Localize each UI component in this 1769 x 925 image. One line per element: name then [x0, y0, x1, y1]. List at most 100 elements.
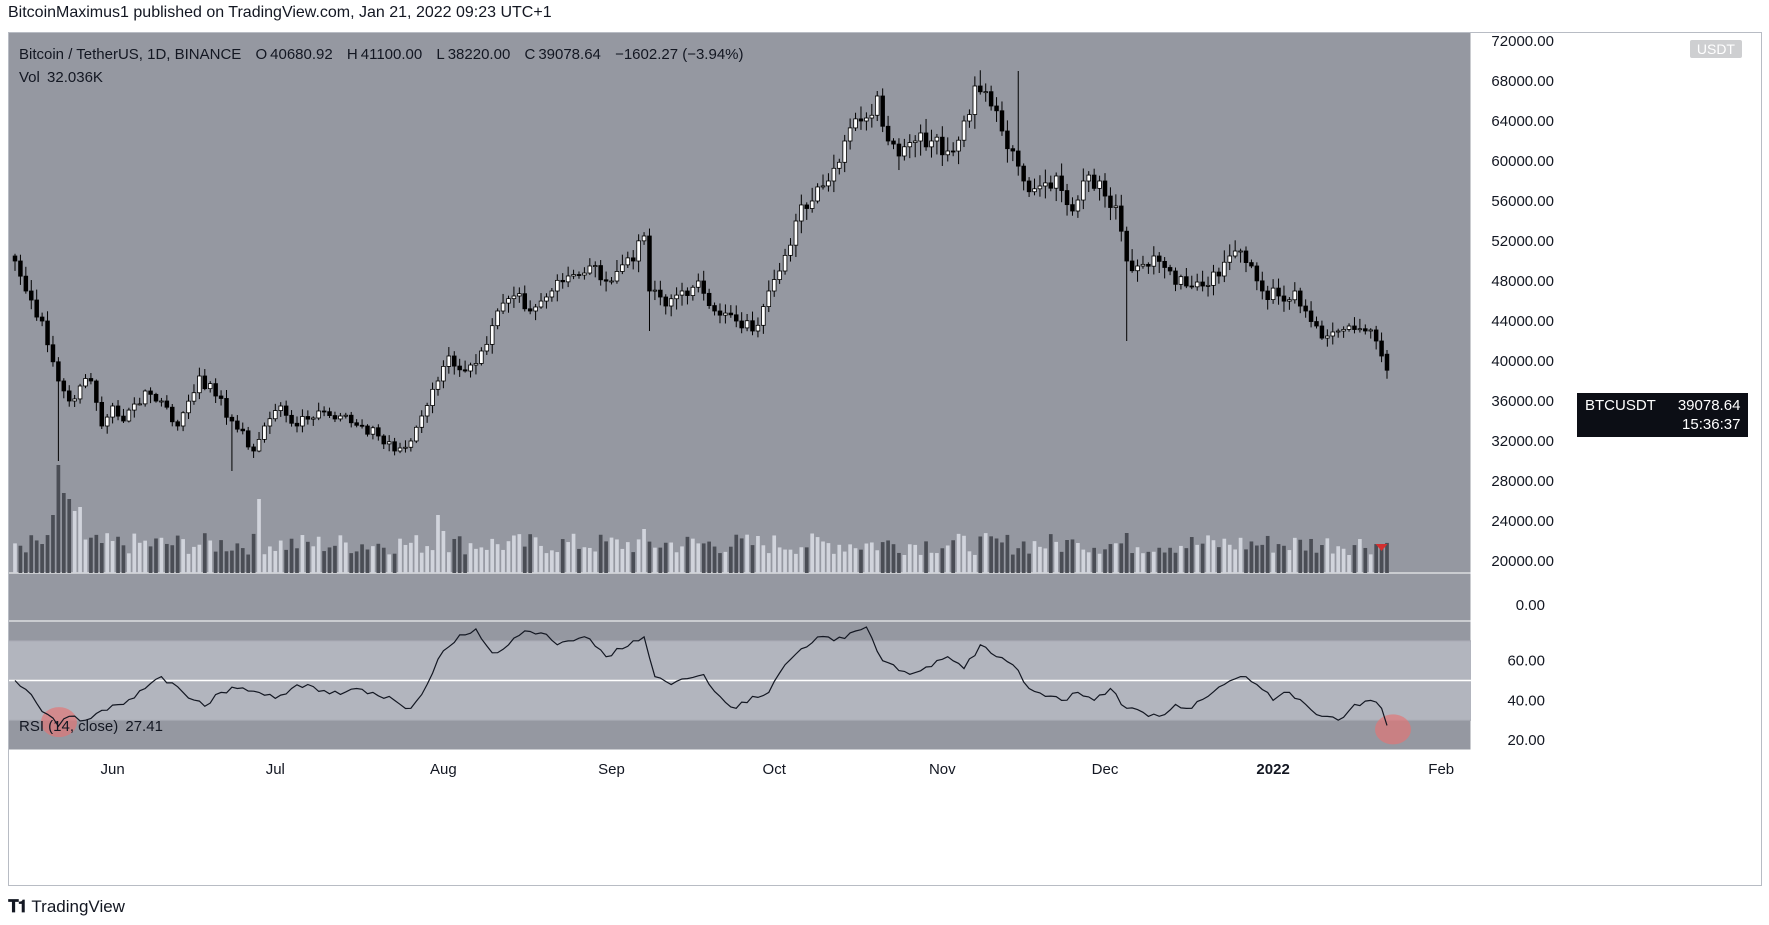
candle-body [1232, 250, 1238, 257]
candle-body [462, 369, 468, 372]
volume-bar [658, 547, 663, 573]
candle-body [137, 403, 142, 406]
volume-bar [333, 545, 337, 573]
volume-bar [474, 548, 478, 573]
candle-body [761, 306, 766, 326]
volume-bar [45, 535, 50, 573]
candle-body [354, 422, 359, 426]
volume-bar [83, 539, 88, 573]
candle-body [343, 414, 349, 417]
volume-bar [94, 534, 99, 573]
volume-bar [1309, 538, 1313, 573]
candle-body [1010, 148, 1016, 152]
candle-body [441, 366, 446, 382]
volume-bar [1151, 551, 1156, 573]
candle-body [809, 200, 815, 209]
volume-bar [121, 545, 126, 573]
candle-body [77, 385, 83, 400]
volume-bar [1374, 544, 1378, 573]
volume-bar [978, 536, 983, 573]
candle-body [500, 302, 506, 312]
candle-body [706, 292, 712, 306]
volume-bar [192, 546, 196, 573]
volume-bar [880, 542, 885, 573]
candle-body [712, 305, 717, 312]
chart-frame[interactable]: 72000.00 68000.00 64000.00 60000.00 56000.00… [8, 32, 1762, 886]
volume-bar [1233, 549, 1238, 573]
publish-line: BitcoinMaximus1 published on TradingView… [8, 4, 552, 22]
candle-body [544, 296, 549, 302]
candle-body [1330, 331, 1336, 337]
rsi-tick-label: 20.00 [1507, 732, 1545, 749]
candle-body [1005, 130, 1010, 150]
volume-bar [837, 544, 842, 573]
author-name[interactable]: BitcoinMaximus1 [8, 4, 129, 21]
candle-body [50, 344, 56, 363]
time-tick-label: Aug [430, 761, 457, 778]
candle-body [625, 257, 631, 266]
candle-body [327, 411, 332, 416]
candle-body [912, 140, 918, 143]
candle-body [522, 293, 527, 310]
candle-body [679, 290, 685, 296]
candle-body [734, 314, 739, 322]
volume-bar [224, 551, 229, 573]
candle-body [744, 320, 750, 329]
candle-body [891, 140, 896, 145]
chart-canvas[interactable]: 72000.00 68000.00 64000.00 60000.00 56000.00… [9, 33, 1761, 885]
candle-body [229, 416, 235, 422]
currency-badge[interactable]: USDT [1688, 39, 1743, 59]
candle-body [1384, 353, 1390, 371]
candle-body [609, 280, 614, 283]
candle-body [424, 405, 430, 417]
candle-body [945, 150, 950, 156]
candle-body [837, 161, 842, 169]
high-key: H [346, 46, 358, 63]
volume-bar [18, 545, 23, 573]
sell-signal-arrow [1375, 544, 1388, 551]
candle-body [289, 414, 294, 424]
candle-body [620, 264, 625, 272]
candle-body [652, 289, 658, 292]
volume-bar [929, 552, 934, 573]
volume-bar [1330, 553, 1335, 573]
symbol-title[interactable]: Bitcoin / TetherUS, 1D, BINANCE [19, 46, 242, 63]
volume-bar [826, 543, 831, 573]
candle-body [435, 380, 441, 390]
candle-body [1287, 299, 1292, 302]
candle-body [83, 378, 88, 387]
volume-bar [159, 537, 164, 573]
candle-body [1260, 280, 1265, 292]
candle-body [1037, 185, 1043, 190]
candle-body [527, 308, 533, 312]
candle-body [831, 167, 837, 182]
time-tick-label: Jul [266, 761, 285, 778]
volume-bar [1119, 543, 1124, 573]
candle-body [29, 290, 34, 301]
candle-body [1178, 276, 1184, 285]
volume-bar [598, 534, 603, 573]
volume-bar [311, 546, 316, 573]
volume-bar [398, 538, 402, 573]
volume-bar [804, 547, 809, 573]
time-tick-label: Oct [763, 761, 787, 778]
rsi-key[interactable]: RSI (14, close) [19, 718, 119, 735]
candle-body [918, 132, 923, 142]
volume-bar [240, 548, 245, 573]
volume-bar [110, 541, 115, 573]
volume-bar [257, 499, 261, 573]
candle-body [1249, 262, 1254, 267]
volume-bar [756, 535, 760, 573]
price-tick-label: 36000.00 [1491, 393, 1554, 410]
candle-body [869, 114, 875, 119]
volume-bar [1108, 544, 1113, 573]
candle-body [1043, 182, 1048, 187]
candle-body [479, 350, 484, 364]
volume-bar [1092, 547, 1097, 573]
volume-bar [696, 543, 701, 573]
candle-body [636, 240, 641, 262]
candle-body [332, 415, 338, 420]
candle-body [1357, 328, 1363, 331]
volume-bar [1341, 548, 1346, 573]
brand-footer[interactable]: 𝐓𝟏 TradingView [8, 897, 125, 917]
